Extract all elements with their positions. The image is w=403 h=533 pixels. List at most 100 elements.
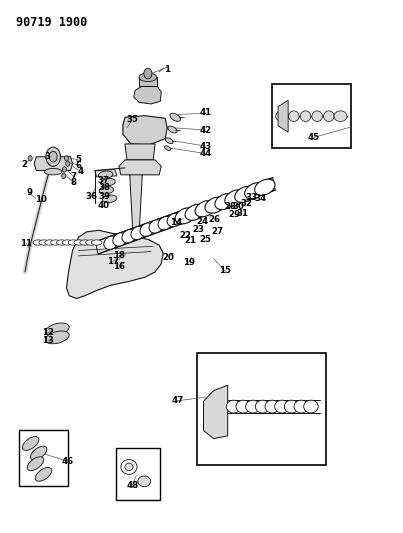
Ellipse shape bbox=[139, 73, 157, 82]
Ellipse shape bbox=[45, 240, 55, 245]
Polygon shape bbox=[66, 230, 163, 298]
Text: 24: 24 bbox=[197, 217, 209, 225]
Text: 10: 10 bbox=[35, 195, 47, 204]
Circle shape bbox=[28, 156, 32, 161]
Ellipse shape bbox=[185, 207, 199, 220]
Ellipse shape bbox=[205, 197, 225, 213]
Text: 32: 32 bbox=[241, 199, 253, 208]
Ellipse shape bbox=[185, 204, 206, 220]
Ellipse shape bbox=[235, 187, 255, 203]
Ellipse shape bbox=[131, 227, 145, 240]
Ellipse shape bbox=[68, 240, 79, 245]
Text: 18: 18 bbox=[113, 252, 125, 260]
Ellipse shape bbox=[45, 331, 69, 344]
Polygon shape bbox=[125, 144, 155, 160]
Ellipse shape bbox=[265, 400, 280, 413]
Text: 9: 9 bbox=[26, 189, 32, 197]
Bar bbox=[116, 448, 160, 500]
Text: 34: 34 bbox=[254, 194, 266, 203]
Ellipse shape bbox=[221, 193, 236, 207]
Text: 2: 2 bbox=[21, 160, 27, 168]
Polygon shape bbox=[139, 77, 157, 86]
Text: 45: 45 bbox=[307, 133, 320, 142]
Ellipse shape bbox=[167, 213, 181, 227]
Ellipse shape bbox=[125, 463, 133, 471]
Ellipse shape bbox=[140, 223, 154, 236]
Ellipse shape bbox=[236, 400, 251, 413]
Ellipse shape bbox=[276, 111, 289, 122]
Ellipse shape bbox=[300, 111, 311, 122]
Ellipse shape bbox=[170, 113, 181, 122]
Ellipse shape bbox=[101, 179, 115, 186]
Text: 12: 12 bbox=[42, 328, 54, 337]
Text: 8: 8 bbox=[71, 179, 77, 187]
Ellipse shape bbox=[176, 210, 190, 223]
Ellipse shape bbox=[164, 146, 171, 150]
Polygon shape bbox=[34, 157, 73, 171]
Ellipse shape bbox=[258, 181, 272, 194]
Ellipse shape bbox=[102, 195, 117, 203]
Polygon shape bbox=[123, 116, 167, 145]
Text: 16: 16 bbox=[113, 262, 125, 271]
Ellipse shape bbox=[44, 168, 62, 175]
Ellipse shape bbox=[39, 240, 50, 245]
Text: 14: 14 bbox=[170, 219, 183, 227]
Text: 26: 26 bbox=[208, 215, 220, 224]
Text: 13: 13 bbox=[42, 336, 54, 344]
Text: 11: 11 bbox=[20, 239, 32, 248]
Ellipse shape bbox=[304, 400, 318, 413]
Text: 36: 36 bbox=[86, 192, 98, 200]
Text: 48: 48 bbox=[126, 481, 138, 489]
Ellipse shape bbox=[324, 111, 334, 122]
Ellipse shape bbox=[212, 197, 226, 210]
Text: 44: 44 bbox=[199, 149, 212, 158]
Ellipse shape bbox=[255, 179, 275, 195]
Ellipse shape bbox=[175, 208, 195, 224]
Ellipse shape bbox=[113, 233, 127, 246]
Text: 35: 35 bbox=[126, 116, 138, 124]
Text: 20: 20 bbox=[162, 253, 174, 262]
Circle shape bbox=[62, 167, 66, 172]
Text: 1: 1 bbox=[164, 65, 170, 74]
Ellipse shape bbox=[334, 111, 347, 122]
Ellipse shape bbox=[98, 171, 113, 179]
Ellipse shape bbox=[35, 467, 52, 481]
Polygon shape bbox=[129, 160, 143, 236]
Ellipse shape bbox=[249, 184, 263, 197]
Circle shape bbox=[64, 156, 69, 161]
Circle shape bbox=[46, 147, 60, 166]
Text: 30: 30 bbox=[233, 203, 245, 211]
Ellipse shape bbox=[256, 400, 270, 413]
Text: 46: 46 bbox=[62, 457, 74, 465]
Ellipse shape bbox=[23, 437, 39, 450]
Ellipse shape bbox=[31, 446, 47, 460]
Ellipse shape bbox=[231, 190, 245, 204]
Ellipse shape bbox=[62, 240, 73, 245]
Polygon shape bbox=[95, 169, 117, 177]
Bar bbox=[197, 353, 326, 465]
Ellipse shape bbox=[285, 400, 299, 413]
Ellipse shape bbox=[80, 240, 90, 245]
Text: 39: 39 bbox=[98, 192, 110, 200]
Text: 21: 21 bbox=[184, 237, 196, 245]
Ellipse shape bbox=[149, 220, 163, 233]
Ellipse shape bbox=[165, 138, 173, 143]
Ellipse shape bbox=[121, 459, 137, 474]
Ellipse shape bbox=[245, 183, 265, 199]
Text: 29: 29 bbox=[229, 210, 241, 219]
Ellipse shape bbox=[85, 240, 96, 245]
Text: 4: 4 bbox=[77, 167, 84, 176]
Polygon shape bbox=[204, 385, 228, 439]
Ellipse shape bbox=[289, 111, 299, 122]
Ellipse shape bbox=[246, 400, 260, 413]
Text: 43: 43 bbox=[199, 142, 212, 150]
Ellipse shape bbox=[294, 400, 309, 413]
Ellipse shape bbox=[275, 400, 289, 413]
Ellipse shape bbox=[215, 193, 235, 209]
Text: 25: 25 bbox=[199, 236, 212, 244]
Text: 3: 3 bbox=[45, 152, 50, 161]
Text: 23: 23 bbox=[192, 225, 204, 233]
Ellipse shape bbox=[91, 240, 102, 245]
Text: 37: 37 bbox=[98, 176, 110, 184]
Ellipse shape bbox=[104, 236, 118, 249]
